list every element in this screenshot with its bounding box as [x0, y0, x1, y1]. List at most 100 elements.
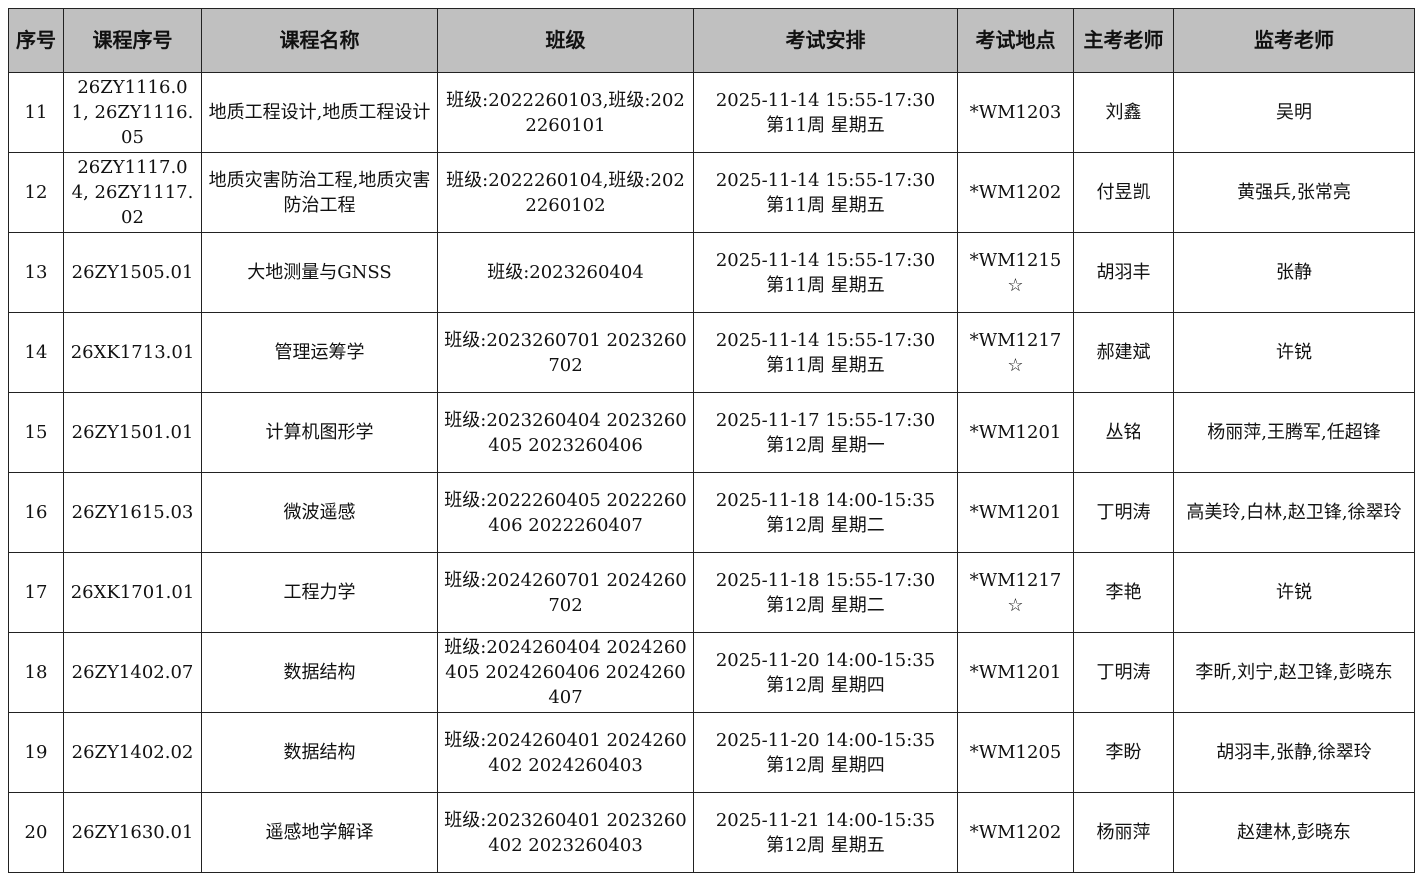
cell-location: *WM1217☆: [957, 312, 1074, 393]
cell-course-name: 数据结构: [201, 712, 438, 793]
exam-schedule-table: 序号 课程序号 课程名称 班级 考试安排 考试地点 主考老师 监考老师 11 26ZY1116.…: [8, 8, 1415, 873]
cell-class: 班级:2022260104,班级:2022260102: [437, 152, 694, 233]
cell-location: *WM1215☆: [957, 232, 1074, 313]
cell-index: 12: [8, 152, 64, 233]
cell-schedule: 2025-11-20 14:00-15:35 第12周 星期四: [693, 632, 958, 713]
cell-class: 班级:2024260404 2024260405 2024260406 2024…: [437, 632, 694, 713]
cell-location: *WM1217☆: [957, 552, 1074, 633]
cell-chief-examiner: 付昱凯: [1073, 152, 1174, 233]
table-row: 16 26ZY1615.03 微波遥感 班级:2022260405 202226040…: [8, 472, 1415, 553]
table-row: 20 26ZY1630.01 遥感地学解译 班级:2023260401 2023260…: [8, 792, 1415, 873]
table-row: 19 26ZY1402.02 数据结构 班级:2024260401 202426040…: [8, 712, 1415, 793]
table-row: 11 26ZY1116.01, 26ZY1116.05 地质工程设计,地质工程设计班…: [8, 72, 1415, 153]
cell-schedule: 2025-11-18 14:00-15:35 第12周 星期二: [693, 472, 958, 553]
cell-index: 19: [8, 712, 64, 793]
cell-chief-examiner: 丛铭: [1073, 392, 1174, 473]
cell-class: 班级:2024260401 2024260402 2024260403: [437, 712, 694, 793]
cell-schedule: 2025-11-17 15:55-17:30 第12周 星期一: [693, 392, 958, 473]
cell-schedule: 2025-11-14 15:55-17:30 第11周 星期五: [693, 152, 958, 233]
table-row: 17 26XK1701.01 工程力学 班级:2024260701 202426070…: [8, 552, 1415, 633]
cell-location: *WM1202: [957, 792, 1074, 873]
cell-index: 18: [8, 632, 64, 713]
cell-invigilators: 黄强兵,张常亮: [1173, 152, 1415, 233]
cell-invigilators: 吴明: [1173, 72, 1415, 153]
header-index: 序号: [8, 8, 64, 73]
cell-index: 13: [8, 232, 64, 313]
cell-schedule: 2025-11-14 15:55-17:30 第11周 星期五: [693, 312, 958, 393]
cell-schedule: 2025-11-18 15:55-17:30 第12周 星期二: [693, 552, 958, 633]
cell-index: 11: [8, 72, 64, 153]
cell-class: 班级:2022260405 2022260406 2022260407: [437, 472, 694, 553]
header-chief-examiner: 主考老师: [1073, 8, 1174, 73]
cell-course-code: 26ZY1630.01: [63, 792, 202, 873]
header-invigilators: 监考老师: [1173, 8, 1415, 73]
cell-chief-examiner: 胡羽丰: [1073, 232, 1174, 313]
cell-index: 14: [8, 312, 64, 393]
cell-schedule: 2025-11-14 15:55-17:30 第11周 星期五: [693, 232, 958, 313]
cell-location: *WM1202: [957, 152, 1074, 233]
cell-index: 15: [8, 392, 64, 473]
cell-class: 班级:2022260103,班级:2022260101: [437, 72, 694, 153]
cell-chief-examiner: 杨丽萍: [1073, 792, 1174, 873]
cell-location: *WM1201: [957, 392, 1074, 473]
cell-course-code: 26ZY1615.03: [63, 472, 202, 553]
cell-chief-examiner: 李艳: [1073, 552, 1174, 633]
cell-invigilators: 赵建林,彭晓东: [1173, 792, 1415, 873]
cell-schedule: 2025-11-21 14:00-15:35 第12周 星期五: [693, 792, 958, 873]
header-course-name: 课程名称: [201, 8, 438, 73]
cell-course-name: 遥感地学解译: [201, 792, 438, 873]
cell-index: 17: [8, 552, 64, 633]
cell-class: 班级:2024260701 2024260702: [437, 552, 694, 633]
cell-invigilators: 杨丽萍,王腾军,任超锋: [1173, 392, 1415, 473]
cell-chief-examiner: 李盼: [1073, 712, 1174, 793]
cell-schedule: 2025-11-14 15:55-17:30 第11周 星期五: [693, 72, 958, 153]
cell-course-name: 计算机图形学: [201, 392, 438, 473]
cell-course-name: 工程力学: [201, 552, 438, 633]
cell-course-code: 26ZY1402.07: [63, 632, 202, 713]
cell-course-code: 26ZY1117.04, 26ZY1117.02: [63, 152, 202, 233]
cell-invigilators: 李昕,刘宁,赵卫锋,彭晓东: [1173, 632, 1415, 713]
cell-invigilators: 胡羽丰,张静,徐翠玲: [1173, 712, 1415, 793]
cell-class: 班级:2023260701 2023260702: [437, 312, 694, 393]
table-row: 15 26ZY1501.01 计算机图形学 班级:2023260404 2023260…: [8, 392, 1415, 473]
header-course-code: 课程序号: [63, 8, 202, 73]
table-row: 14 26XK1713.01 管理运筹学 班级:2023260701 20232607…: [8, 312, 1415, 393]
header-row: 序号 课程序号 课程名称 班级 考试安排 考试地点 主考老师 监考老师: [8, 8, 1415, 73]
cell-index: 20: [8, 792, 64, 873]
cell-course-code: 26XK1713.01: [63, 312, 202, 393]
table-row: 13 26ZY1505.01 大地测量与GNSS 班级:2023260404 2025-…: [8, 232, 1415, 313]
header-location: 考试地点: [957, 8, 1074, 73]
cell-invigilators: 许锐: [1173, 552, 1415, 633]
table-row: 18 26ZY1402.07 数据结构 班级:2024260404 202426040…: [8, 632, 1415, 713]
cell-chief-examiner: 丁明涛: [1073, 472, 1174, 553]
cell-class: 班级:2023260404 2023260405 2023260406: [437, 392, 694, 473]
cell-course-name: 地质灾害防治工程,地质灾害防治工程: [201, 152, 438, 233]
cell-course-name: 地质工程设计,地质工程设计: [201, 72, 438, 153]
cell-course-name: 微波遥感: [201, 472, 438, 553]
table-row: 12 26ZY1117.04, 26ZY1117.02 地质灾害防治工程,地质灾害防…: [8, 152, 1415, 233]
cell-course-name: 数据结构: [201, 632, 438, 713]
cell-course-code: 26XK1701.01: [63, 552, 202, 633]
cell-chief-examiner: 刘鑫: [1073, 72, 1174, 153]
cell-chief-examiner: 丁明涛: [1073, 632, 1174, 713]
cell-location: *WM1201: [957, 632, 1074, 713]
cell-schedule: 2025-11-20 14:00-15:35 第12周 星期四: [693, 712, 958, 793]
cell-index: 16: [8, 472, 64, 553]
cell-course-name: 大地测量与GNSS: [201, 232, 438, 313]
cell-invigilators: 许锐: [1173, 312, 1415, 393]
cell-location: *WM1205: [957, 712, 1074, 793]
cell-chief-examiner: 郝建斌: [1073, 312, 1174, 393]
cell-class: 班级:2023260404: [437, 232, 694, 313]
cell-invigilators: 高美玲,白林,赵卫锋,徐翠玲: [1173, 472, 1415, 553]
cell-course-code: 26ZY1116.01, 26ZY1116.05: [63, 72, 202, 153]
cell-location: *WM1201: [957, 472, 1074, 553]
cell-class: 班级:2023260401 2023260402 2023260403: [437, 792, 694, 873]
cell-course-code: 26ZY1501.01: [63, 392, 202, 473]
cell-location: *WM1203: [957, 72, 1074, 153]
cell-course-code: 26ZY1402.02: [63, 712, 202, 793]
header-class: 班级: [437, 8, 694, 73]
cell-invigilators: 张静: [1173, 232, 1415, 313]
cell-course-code: 26ZY1505.01: [63, 232, 202, 313]
cell-course-name: 管理运筹学: [201, 312, 438, 393]
header-schedule: 考试安排: [693, 8, 958, 73]
